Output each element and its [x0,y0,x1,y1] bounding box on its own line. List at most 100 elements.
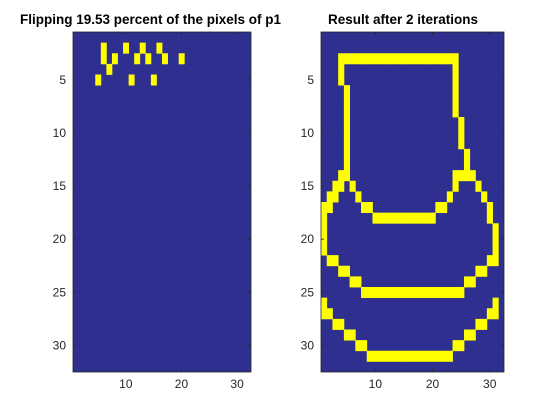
left-panel-title: Flipping 19.53 percent of the pixels of … [20,12,282,27]
pixel-cell [412,212,419,224]
pixel-cell [492,233,499,245]
pixel-cell [469,329,476,341]
pixel-cell [452,53,459,65]
pixel-cell [429,287,436,299]
pixel-cell [349,180,356,192]
pixel-cell [378,287,385,299]
pixel-cell [463,148,471,160]
pixel-cell [446,350,453,362]
pixel-cell [452,63,459,75]
y-tick-label: 20 [53,232,67,246]
pixel-cell [492,297,499,309]
pixel-cell [378,212,385,224]
pixel-cell [321,233,328,245]
pixel-cell [429,212,436,224]
y-tick-label: 25 [53,285,67,299]
pixel-cell [458,287,465,299]
pixel-cell [452,287,459,299]
pixel-cell [321,212,328,224]
pixel-cell [401,212,408,224]
pixel-cell [446,191,453,203]
pixel-cell [343,265,350,277]
pixel-cell [395,212,402,224]
pixel-cell [338,170,345,182]
pixel-cell [452,85,459,97]
pixel-cell [452,95,459,107]
pixel-cell [452,74,459,86]
pixel-cell [349,53,356,65]
pixel-cell [475,180,482,192]
pixel-cell [100,42,107,54]
pixel-cell [361,53,368,65]
pixel-cell [326,202,333,214]
pixel-cell [349,329,356,341]
pixel-cell [326,308,333,320]
pixel-cell [486,202,493,214]
pixel-cell [435,53,442,65]
pixel-cell [481,265,488,277]
pixel-cell [378,350,385,362]
pixel-cell [463,276,471,288]
pixel-cell [343,170,350,182]
pixel-cell [355,276,362,288]
pixel-cell [406,53,413,65]
pixel-cell [441,53,448,65]
pixel-cell [361,202,368,214]
pixel-cell [321,244,328,256]
pixel-cell [458,117,465,129]
pixel-cell [458,138,465,150]
pixel-cell [401,53,408,65]
pixel-cell [458,340,465,352]
pixel-cell [463,159,471,171]
pixel-cell [321,223,328,235]
pixel-cell [332,180,339,192]
pixel-cell [355,53,362,65]
pixel-cell [383,53,391,65]
y-tick-label: 30 [301,338,315,352]
pixel-cell [361,340,368,352]
pixel-cell [139,42,146,54]
pixel-cell [372,350,379,362]
pixel-cell [412,53,419,65]
pixel-cell [343,95,350,107]
pixel-cell [412,287,419,299]
pixel-cell [452,106,459,118]
pixel-cell [486,255,493,267]
pixel-cell [446,53,453,65]
pixel-cell [401,287,408,299]
pixel-cell [492,308,499,320]
right-panel-title: Result after 2 iterations [328,12,479,27]
pixel-cell [145,53,152,65]
y-tick-label: 20 [301,232,315,246]
image-panel-2: 10 20 30 5 10 15 20 25 30 [301,31,505,391]
x-tick-label: 20 [175,377,189,391]
pixel-cell [418,350,425,362]
pixel-cell [95,74,102,86]
y-tick-label: 15 [301,179,315,193]
pixel-cell [395,350,402,362]
pixel-cell [134,53,141,65]
pixel-cell [406,350,413,362]
pixel-cell [452,170,459,182]
y-tick-label: 25 [301,285,315,299]
pixel-cell [338,265,345,277]
pixel-cell [412,350,419,362]
pixel-cell [326,255,333,267]
pixel-cell [372,53,379,65]
pixel-cell [332,191,339,203]
pixel-cell [406,212,413,224]
pixel-cell [378,53,385,65]
pixel-cell [123,42,130,54]
y-tick-label: 10 [53,126,67,140]
y-tick-label: 10 [301,126,315,140]
pixel-cell [463,329,471,341]
image-background [321,32,504,372]
pixel-cell [395,287,402,299]
pixel-cell [418,212,425,224]
pixel-cell [343,106,350,118]
pixel-cell [321,308,328,320]
pixel-cell [338,74,345,86]
pixel-cell [475,318,482,330]
pixel-cell [492,244,499,256]
